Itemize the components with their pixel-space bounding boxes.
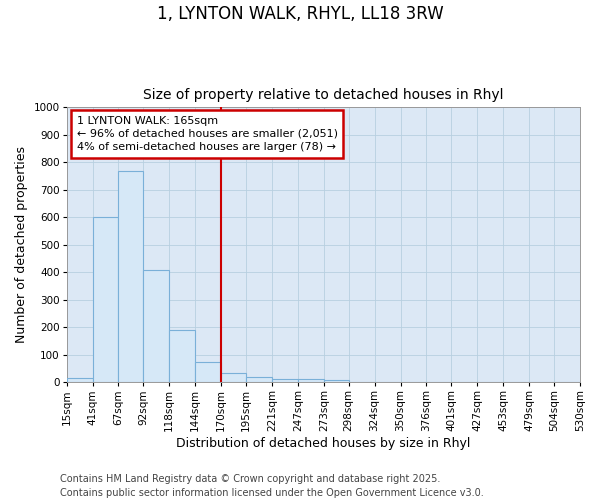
Bar	[169, 330, 195, 382]
Y-axis label: Number of detached properties: Number of detached properties	[15, 146, 28, 344]
Text: Contains HM Land Registry data © Crown copyright and database right 2025.
Contai: Contains HM Land Registry data © Crown c…	[60, 474, 484, 498]
Bar	[195, 362, 221, 382]
Bar	[221, 372, 246, 382]
Bar	[272, 379, 298, 382]
Bar	[67, 378, 92, 382]
Text: 1, LYNTON WALK, RHYL, LL18 3RW: 1, LYNTON WALK, RHYL, LL18 3RW	[157, 5, 443, 23]
X-axis label: Distribution of detached houses by size in Rhyl: Distribution of detached houses by size …	[176, 437, 470, 450]
Title: Size of property relative to detached houses in Rhyl: Size of property relative to detached ho…	[143, 88, 503, 102]
Bar	[324, 380, 349, 382]
Bar	[118, 170, 143, 382]
Bar	[143, 270, 169, 382]
Bar	[92, 218, 118, 382]
Bar	[298, 379, 324, 382]
Text: 1 LYNTON WALK: 165sqm
← 96% of detached houses are smaller (2,051)
4% of semi-de: 1 LYNTON WALK: 165sqm ← 96% of detached …	[77, 116, 338, 152]
Bar	[246, 378, 272, 382]
